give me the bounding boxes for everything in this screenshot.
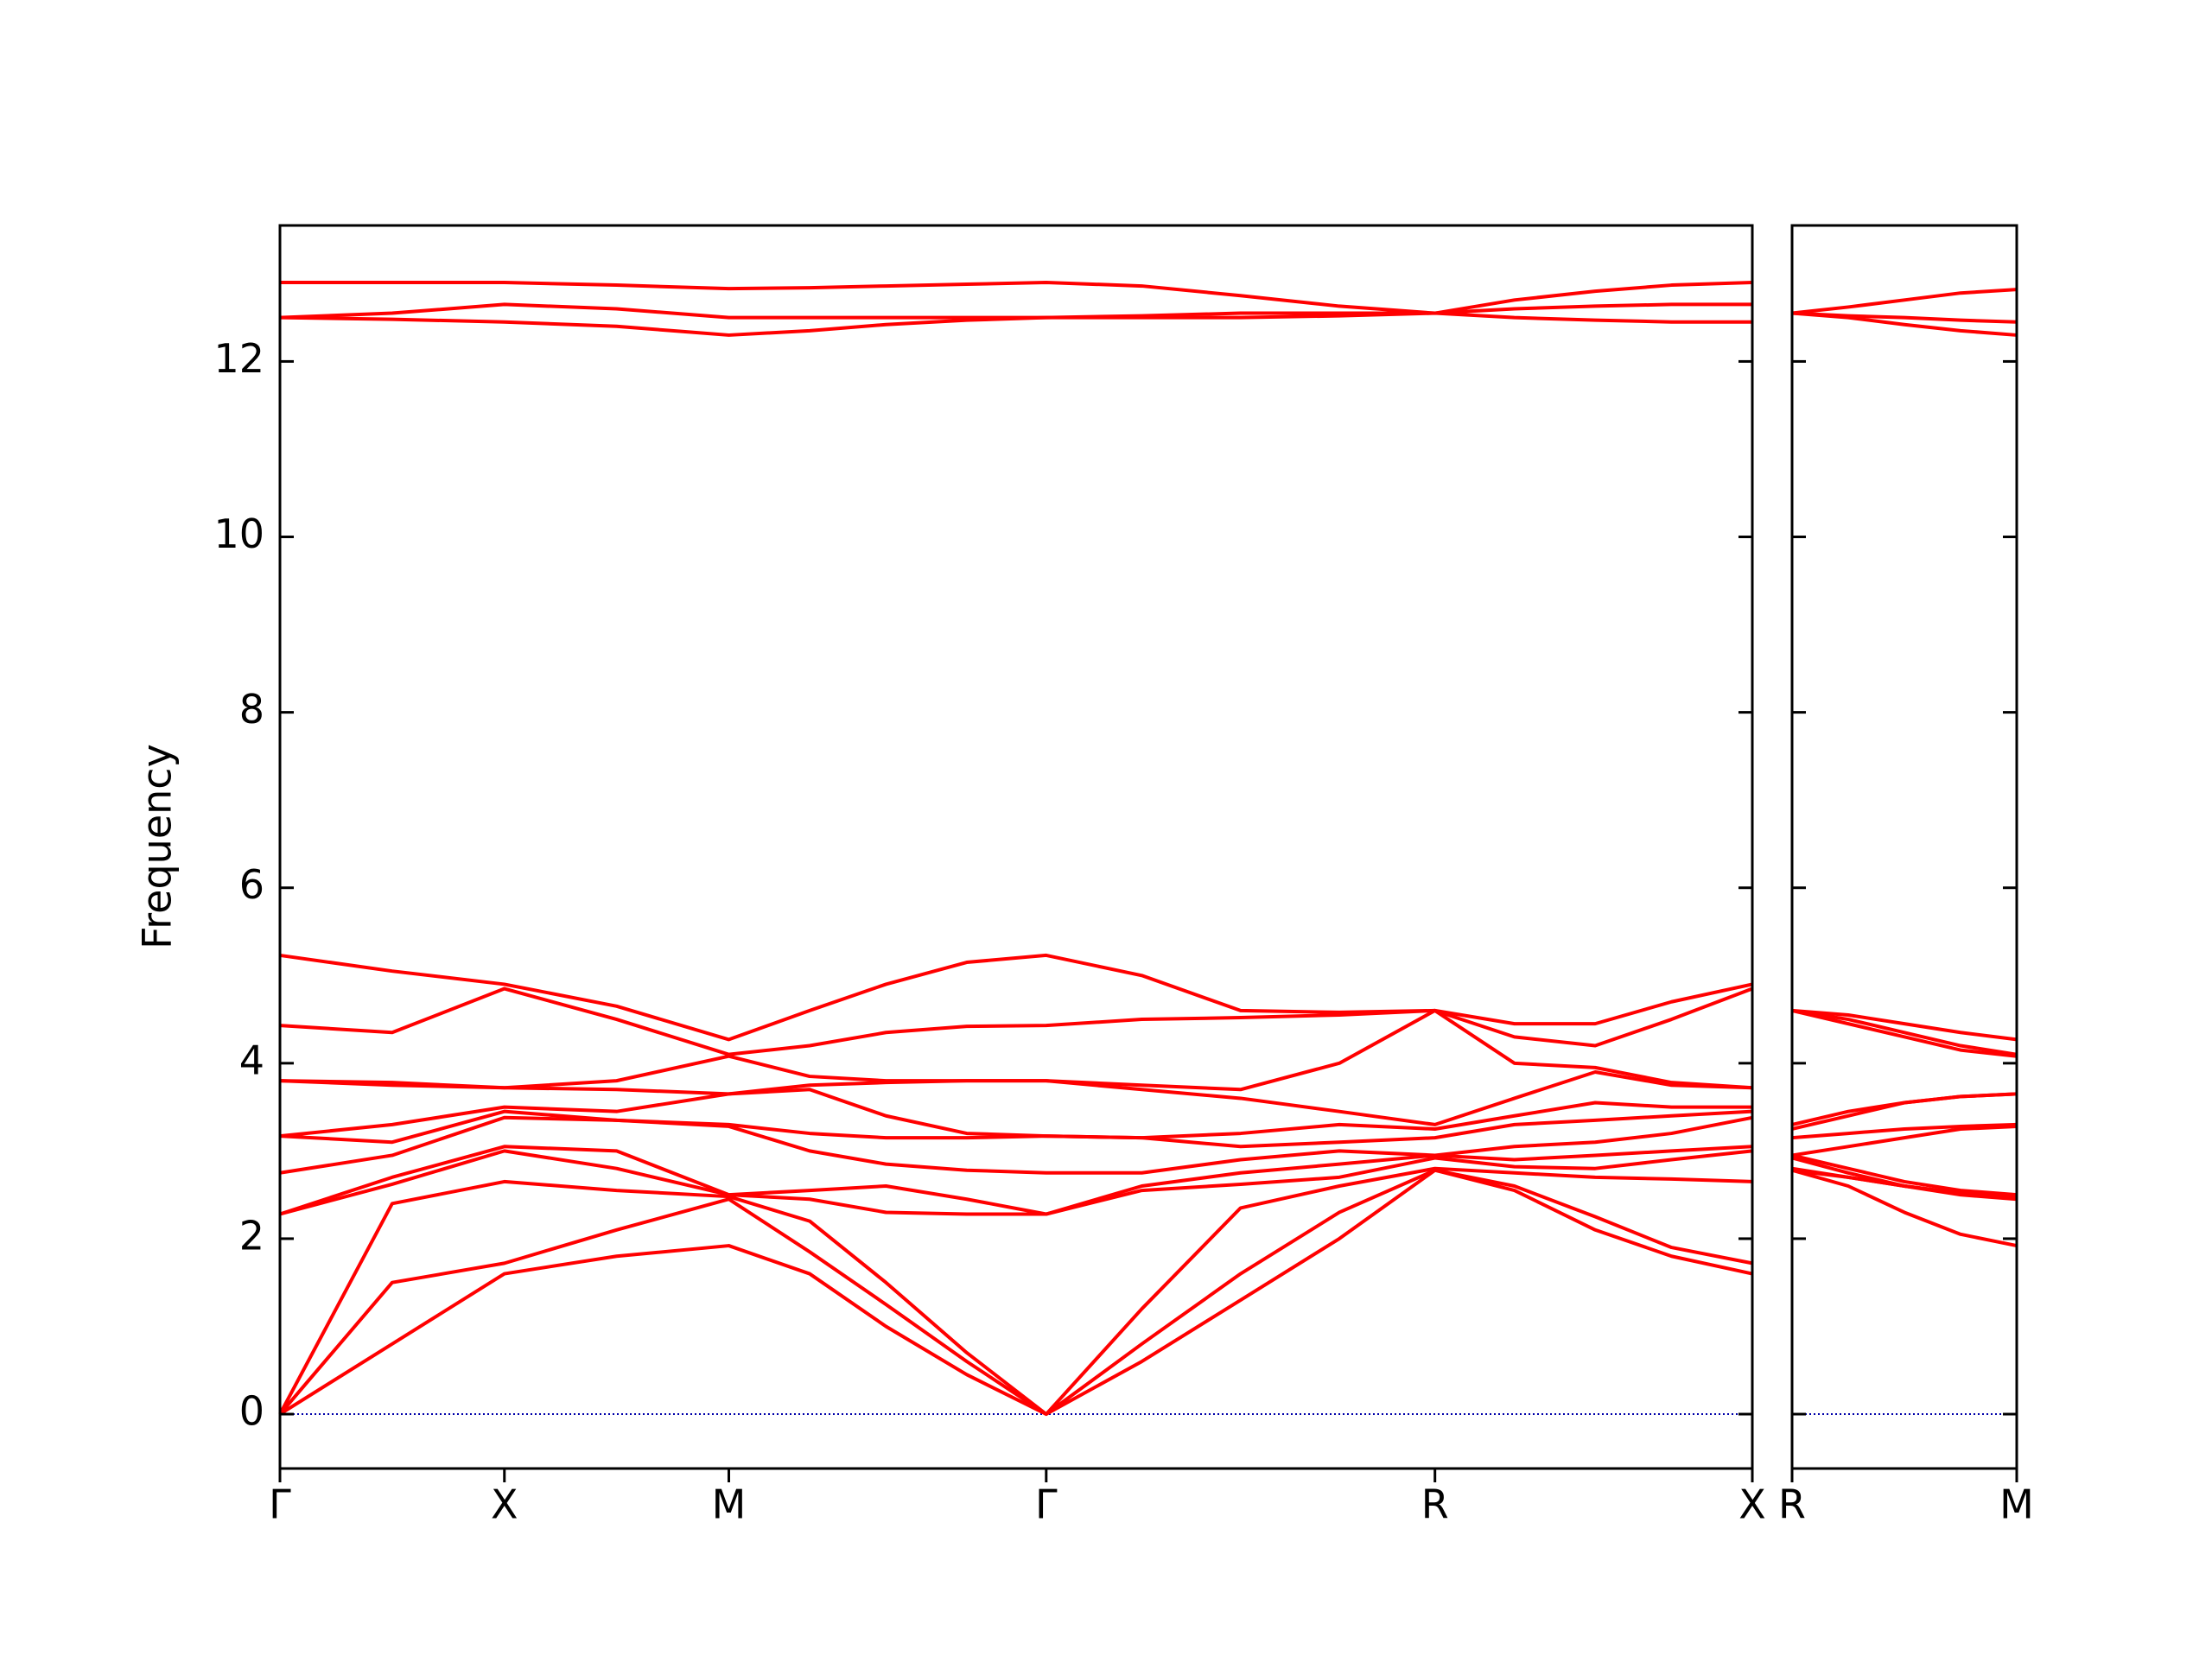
band-line	[279, 302, 1752, 320]
y-axis-label: Frequency	[134, 744, 181, 949]
band-line	[279, 953, 1753, 1042]
band-line	[1791, 1092, 2018, 1126]
band-line	[278, 1166, 1753, 1417]
band-line	[279, 1109, 1753, 1149]
y-tick-label: 6	[239, 861, 264, 908]
band-line	[1791, 1153, 2018, 1197]
band-line	[1791, 288, 2018, 315]
band-line	[279, 1115, 1753, 1175]
x-tick-label: Γ	[1035, 1481, 1058, 1528]
y-tick-label: 10	[213, 511, 264, 557]
band-line	[1791, 1008, 2018, 1042]
x-tick-label: Γ	[269, 1481, 291, 1528]
y-tick-label: 2	[239, 1212, 264, 1259]
x-tick-label: M	[1999, 1481, 2034, 1528]
x-tick-label: X	[1738, 1481, 1766, 1528]
band-line	[1791, 1008, 2018, 1056]
band-line	[279, 1008, 1753, 1092]
band-line	[279, 1145, 1753, 1216]
band-line	[279, 1088, 1752, 1140]
band-line	[1791, 311, 2018, 324]
band-line	[1791, 1168, 2018, 1248]
band-line	[1791, 1124, 2018, 1158]
plot-frame	[1790, 224, 2018, 1470]
x-tick-label: R	[1421, 1481, 1449, 1528]
band-line	[1791, 1092, 2018, 1131]
band-line	[1791, 1008, 2018, 1058]
y-tick-label: 4	[239, 1037, 264, 1083]
band-line	[279, 986, 1753, 1056]
y-tick-label: 8	[239, 686, 264, 733]
x-tick-label: R	[1778, 1481, 1806, 1528]
plot-frame	[278, 224, 1754, 1470]
band-line	[280, 281, 1753, 315]
x-tick-label: X	[491, 1481, 518, 1528]
band-line	[1791, 1122, 2018, 1140]
y-tick-label: 12	[213, 335, 264, 382]
x-tick-label: M	[712, 1481, 747, 1528]
y-tick-label: 0	[239, 1388, 264, 1435]
band-line	[1791, 1156, 2018, 1197]
